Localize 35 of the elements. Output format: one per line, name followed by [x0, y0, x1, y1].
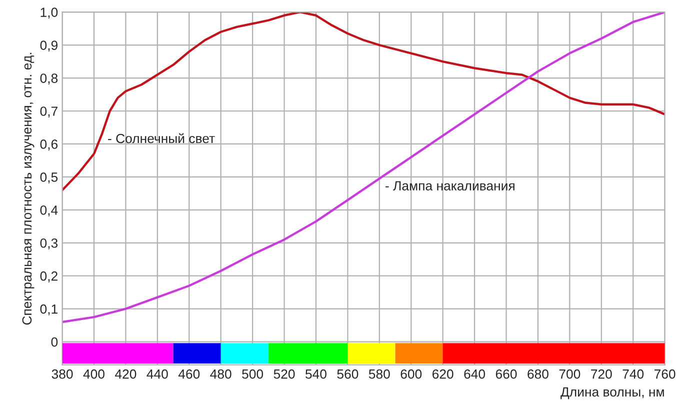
x-tick-label: 520 [274, 369, 295, 379]
y-tick-label: 0 [51, 337, 58, 347]
x-tick-label: 660 [496, 369, 517, 379]
x-tick-label: 700 [559, 369, 580, 379]
x-tick-label: 640 [464, 369, 486, 379]
x-tick-label: 540 [306, 369, 326, 379]
x-tick-label: 720 [591, 369, 612, 379]
x-tick-label: 480 [210, 369, 232, 379]
y-tick-label: 1,0 [40, 8, 58, 19]
x-tick-label: 680 [528, 369, 548, 379]
x-tick-label: 760 [654, 369, 676, 379]
y-tick-label: 0,8 [40, 74, 58, 85]
y-tick-label: 0,7 [40, 106, 58, 118]
x-tick-label: 740 [622, 369, 644, 379]
x-tick-label: 460 [178, 369, 200, 379]
series-label: - Солнечный свет [108, 133, 215, 144]
y-tick-label: 0,6 [40, 140, 58, 150]
x-tick-label: 500 [242, 369, 264, 379]
y-tick-label: 0,5 [40, 172, 58, 184]
y-axis-title: Спектральная плотность излучения, отн. ед. [22, 52, 34, 325]
x-tick-label: 440 [146, 369, 168, 379]
y-tick-label: 0,4 [40, 205, 58, 216]
x-tick-label: 380 [52, 369, 73, 379]
x-tick-label: 420 [115, 369, 136, 379]
x-tick-label: 560 [337, 369, 358, 379]
y-tick-label: 0,2 [40, 271, 58, 282]
y-tick-label: 0,1 [40, 304, 58, 316]
x-tick-label: 580 [368, 369, 390, 379]
x-tick-label: 620 [432, 369, 454, 379]
y-tick-label: 0,3 [40, 238, 58, 250]
x-tick-label: 600 [400, 369, 422, 379]
series-label: - Лампа накаливания [386, 181, 514, 190]
x-axis-title: Длина волны, нм [560, 387, 664, 400]
x-tick-label: 400 [83, 369, 104, 379]
y-tick-label: 0,9 [40, 40, 58, 52]
